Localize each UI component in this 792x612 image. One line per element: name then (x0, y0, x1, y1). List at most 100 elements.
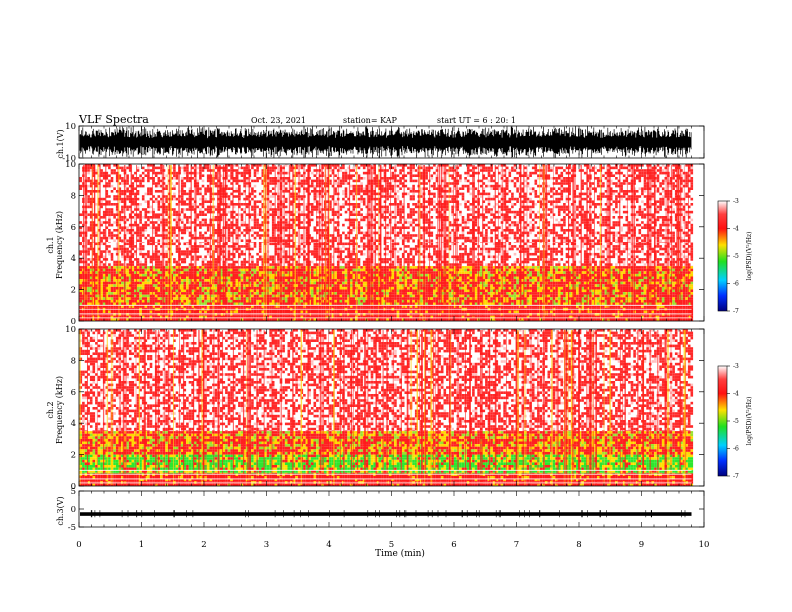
spectrogram-cell (365, 315, 369, 319)
spectrogram-cell (139, 273, 142, 277)
spectrogram-cell (349, 318, 353, 321)
spectrogram-cell (581, 286, 584, 290)
spectrogram-cell (508, 289, 512, 293)
spectrogram-cell (537, 286, 540, 290)
spectrogram-cell (498, 289, 501, 293)
spectrogram-cell (503, 292, 506, 295)
spectrogram-cell (206, 273, 210, 277)
spectrogram-cell (537, 315, 540, 319)
spectrogram-cell (425, 297, 428, 300)
spectrogram-cell (505, 299, 509, 303)
spectrogram-cell (443, 281, 447, 285)
spectrogram-cell (487, 289, 491, 293)
spectrogram-cell (339, 266, 343, 269)
spectrogram-cell (396, 276, 400, 280)
spectrogram-cell (100, 286, 103, 290)
spectrogram-cell (521, 279, 525, 282)
spectrogram-cell (347, 302, 350, 306)
spectrogram-cell (513, 310, 517, 314)
spectrogram-cell (342, 286, 345, 290)
spectrogram-cell (508, 318, 512, 321)
spectrogram-cell (511, 302, 514, 306)
spectrogram-cell (160, 302, 163, 306)
spectrogram-cell (529, 292, 532, 295)
spectrogram-cell (430, 318, 434, 321)
spectrogram-cell (334, 279, 337, 282)
spectrogram-cell (230, 273, 233, 277)
spectrogram-cell (409, 266, 413, 269)
spectrogram-cell (505, 281, 509, 285)
spectrogram-cell (537, 289, 540, 293)
spectrogram-cell (292, 268, 296, 272)
spectrogram-cell (690, 305, 694, 308)
spectrogram-cell (206, 302, 210, 306)
spectrogram-cell (290, 279, 293, 282)
spectrogram-cell (412, 294, 415, 298)
spectrogram-cell (251, 271, 254, 274)
spectrogram-cell (625, 305, 629, 308)
spectrogram-cell (214, 286, 218, 290)
spectrogram-cell (511, 297, 514, 300)
spectrogram-cell (261, 310, 265, 314)
spectrogram-cell (144, 297, 148, 300)
spectrogram-cell (479, 299, 483, 303)
spectrogram-cell (232, 310, 236, 314)
spectrogram-cell (513, 279, 517, 282)
spectrogram-cell (349, 302, 353, 306)
spectrogram-cell (305, 313, 309, 316)
spectrogram-cell (87, 281, 90, 285)
spectrogram-cell (310, 297, 314, 300)
spectrogram-cell (360, 292, 363, 295)
spectrogram-cell (349, 286, 353, 290)
spectrogram-cell (401, 313, 405, 316)
spectrogram-cell (461, 302, 465, 306)
spectrogram-cell (290, 289, 293, 293)
spectrogram-cell (160, 305, 163, 308)
spectrogram-cell (508, 315, 512, 319)
spectrogram-cell (261, 279, 265, 282)
spectrogram-cell (409, 281, 413, 285)
spectrogram-cell (635, 318, 639, 321)
spectrogram-cell (620, 318, 623, 321)
spectrogram-cell (492, 271, 496, 274)
spectrogram-cell (144, 268, 148, 272)
spectrogram-cell (547, 281, 551, 285)
spectrogram-cell (183, 279, 187, 282)
spectrogram-cell (641, 318, 644, 321)
spectrogram-cell (425, 266, 428, 269)
spectrogram-cell (412, 268, 415, 272)
spectrogram-cell (100, 297, 103, 300)
spectrogram-cell (409, 294, 413, 298)
spectrogram-cell (529, 310, 532, 314)
spectrogram-cell (479, 266, 483, 269)
spectrogram-cell (240, 286, 244, 290)
spectrogram-cell (490, 284, 493, 287)
spectrogram-cell (245, 305, 249, 308)
spectrogram-cell (505, 289, 509, 293)
spectrogram-cell (269, 284, 272, 287)
spectrogram-cell (391, 310, 395, 314)
spectrogram-cell (578, 281, 582, 285)
spectrogram-cell (196, 310, 200, 314)
spectrogram-cell (641, 305, 644, 308)
spectrogram-cell (578, 276, 582, 280)
spectrogram-cell (121, 315, 124, 319)
spectrogram-cell (539, 286, 543, 290)
spectrogram-cell (134, 318, 137, 321)
spectrogram-cell (435, 279, 439, 282)
spectrogram-cell (225, 279, 228, 282)
spectrogram-cell (581, 305, 584, 308)
spectrogram-cell (271, 315, 275, 319)
spectrogram-cell (464, 273, 467, 277)
spectrogram-cell (498, 271, 501, 274)
figure-title: VLF Spectra (78, 113, 149, 126)
spectrogram-cell (258, 313, 262, 316)
spectrogram-cell (576, 315, 579, 319)
spectrogram-cell (136, 279, 140, 282)
spectrogram-cell (305, 286, 309, 290)
spectrogram-cell (100, 292, 103, 295)
spectrogram-cell (534, 284, 538, 287)
spectrogram-cell (529, 318, 532, 321)
spectrogram-cell (206, 292, 210, 295)
spectrogram-cell (232, 279, 236, 282)
